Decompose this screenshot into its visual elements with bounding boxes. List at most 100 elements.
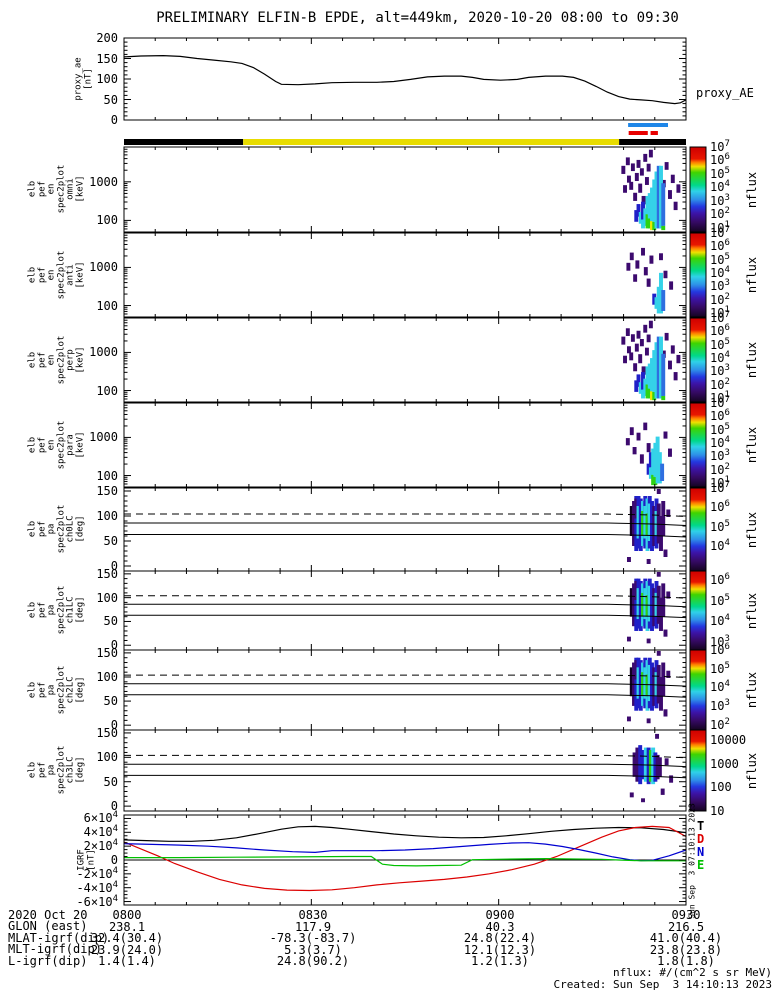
colorbar-label: 1000 xyxy=(710,756,739,771)
colorbar-label: 10000 xyxy=(710,732,747,747)
nflux-units-note: nflux: #/(cm^2 s sr MeV) xyxy=(613,966,772,979)
footer-value: 5.3(3.7) xyxy=(284,942,342,957)
footer-row-label-mlat: MLAT-igrf(dip) xyxy=(8,931,110,945)
footer-value: 0800 xyxy=(112,908,142,922)
colorbar-label: 104 xyxy=(710,179,730,195)
colorbar-label: 105 xyxy=(710,592,730,608)
ytick-label: 150 xyxy=(96,725,118,740)
ytick-label: 50 xyxy=(103,694,118,709)
ytick-label: 150 xyxy=(96,484,118,498)
colorbar-label: 105 xyxy=(710,660,730,676)
ytick-label: 4×104 xyxy=(83,824,118,840)
ytick-label: 2×104 xyxy=(83,838,118,854)
ytick-label: 150 xyxy=(96,645,118,660)
colorbar-label: 106 xyxy=(710,499,730,515)
colorbar-label: 106 xyxy=(710,571,730,587)
colorbar-label: 102 xyxy=(710,291,730,307)
colorbar-label: 103 xyxy=(710,278,730,294)
colorbar-unit-label: nflux xyxy=(745,256,759,294)
footer-row-label-glon: GLON (east) xyxy=(8,919,88,933)
ytick-label: 100 xyxy=(96,298,118,313)
colorbar-label: 104 xyxy=(710,265,730,280)
created-timestamp: Created: Sun Sep 3 14:10:13 2023 xyxy=(553,978,772,991)
colorbar-label: 104 xyxy=(710,350,730,365)
colorbar-unit-label: nflux xyxy=(745,511,759,548)
igrf-legend-T: T xyxy=(697,819,705,833)
colorbar-label: 103 xyxy=(710,633,730,649)
colorbar-label: 107 xyxy=(710,480,730,495)
footer-value: 32.4(30.4) xyxy=(90,931,164,945)
footer-value: 238.1 xyxy=(108,919,146,934)
colorbar-label: 106 xyxy=(710,238,730,254)
colorbar-label: 104 xyxy=(710,613,730,629)
footer-value: 40.3 xyxy=(485,919,515,934)
colorbar-label: 103 xyxy=(710,363,730,379)
ytick-label: -6×104 xyxy=(76,893,118,909)
ytick-label: 1000 xyxy=(89,174,118,189)
footer-value: 24.8(90.2) xyxy=(276,954,350,968)
ytick-label: 0 xyxy=(110,113,118,127)
footer-value: 0900 xyxy=(485,908,515,922)
footer-value: 1.2(1.3) xyxy=(471,954,529,968)
ytick-label: 50 xyxy=(103,614,118,629)
footer-value: -78.3(-83.7) xyxy=(269,931,357,945)
footer-value: 117.9 xyxy=(294,919,332,934)
colorbar-unit-label: nflux xyxy=(745,171,759,208)
footer-value: 0930 xyxy=(671,908,701,922)
ytick-label: 1000 xyxy=(89,345,118,360)
colorbar-label: 101 xyxy=(710,219,730,235)
ytick-label: 0 xyxy=(110,799,118,814)
footer-row-label-mlt: MLT-igrf(dip) xyxy=(8,942,102,956)
colorbar-label: 101 xyxy=(710,475,730,490)
colorbar-label: 10 xyxy=(710,804,725,818)
colorbar-label: 107 xyxy=(710,395,730,410)
footer-value: 23.9(24.0) xyxy=(90,942,164,957)
colorbar-label: 107 xyxy=(710,225,730,240)
colorbar-label: 102 xyxy=(710,376,730,392)
ylabel-en-anti: elb pef en spec2plot anti [keV] xyxy=(27,250,86,300)
colorbar-label: 104 xyxy=(710,679,730,695)
ytick-label: 100 xyxy=(96,213,118,228)
igrf-legend-D: D xyxy=(697,832,705,846)
ytick-label: 100 xyxy=(96,468,118,483)
ytick-label: -2×104 xyxy=(76,865,118,881)
side-timestamp: Sun Sep 3 07:10:13 2023 xyxy=(687,803,697,919)
colorbar-label: 100 xyxy=(710,780,732,795)
footer-row-label-date: 2020 Oct 20 xyxy=(8,908,88,922)
colorbar-label: 103 xyxy=(710,192,730,208)
ytick-label: 50 xyxy=(103,534,118,548)
colorbar-unit-label: nflux xyxy=(745,752,759,789)
ytick-label: 200 xyxy=(96,31,118,45)
colorbar-label: 103 xyxy=(710,448,730,464)
footer-value: 216.5 xyxy=(667,919,705,934)
footer-value: 23.8(23.8) xyxy=(649,942,723,957)
ytick-label: 0 xyxy=(110,718,118,733)
ytick-label: 0 xyxy=(110,853,118,867)
colorbar-label: 101 xyxy=(710,305,730,320)
footer-value: 1.8(1.8) xyxy=(657,954,715,968)
footer-value: 24.8(22.4) xyxy=(463,931,537,945)
colorbar-label: 105 xyxy=(710,336,730,352)
colorbar-label: 105 xyxy=(710,421,730,437)
colorbar-label: 104 xyxy=(710,538,730,554)
colorbar-unit-label: nflux xyxy=(745,341,759,379)
ytick-label: -4×104 xyxy=(76,879,118,895)
colorbar-unit-label: nflux xyxy=(745,671,759,709)
colorbar-unit-label: nflux xyxy=(745,426,759,464)
colorbar-label: 102 xyxy=(710,716,730,732)
colorbar-label: 103 xyxy=(710,698,730,714)
ytick-label: 50 xyxy=(103,92,118,107)
footer-value: 41.0(40.4) xyxy=(649,931,723,945)
ytick-label: 50 xyxy=(103,774,118,789)
colorbar-label: 107 xyxy=(710,310,730,325)
footer-row-label-l: L-igrf(dip) xyxy=(8,954,88,968)
ytick-label: 100 xyxy=(96,590,118,605)
colorbar-label: 102 xyxy=(710,206,730,222)
colorbar-label: 107 xyxy=(710,139,730,154)
ylabel-en-perp: elb pef en spec2plot perp [keV] xyxy=(27,335,86,385)
ylabel-en-para: elb pef en spec2plot para [keV] xyxy=(27,420,86,470)
ytick-label: 100 xyxy=(96,509,118,523)
ytick-label: 150 xyxy=(96,566,118,581)
